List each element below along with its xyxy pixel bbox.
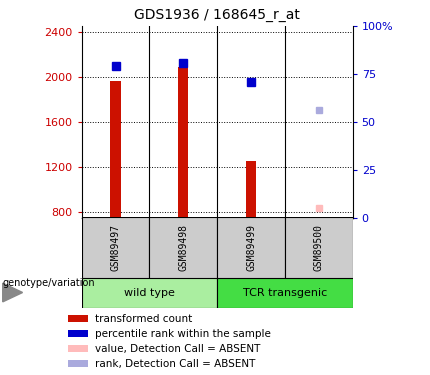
Text: transformed count: transformed count: [95, 314, 193, 324]
Text: TCR transgenic: TCR transgenic: [243, 288, 327, 297]
Text: GSM89500: GSM89500: [314, 224, 324, 271]
Bar: [68, 315, 88, 322]
Bar: [217, 278, 353, 308]
Text: wild type: wild type: [124, 288, 175, 297]
Text: GSM89499: GSM89499: [246, 224, 256, 271]
Bar: [68, 330, 88, 338]
Bar: [68, 345, 88, 352]
Text: value, Detection Call = ABSENT: value, Detection Call = ABSENT: [95, 344, 261, 354]
Bar: [178, 67, 188, 218]
Text: rank, Detection Call = ABSENT: rank, Detection Call = ABSENT: [95, 359, 256, 369]
Bar: [82, 217, 150, 278]
Text: GSM89497: GSM89497: [111, 224, 120, 271]
Polygon shape: [3, 283, 22, 302]
Bar: [246, 161, 256, 218]
Bar: [285, 217, 353, 278]
Text: percentile rank within the sample: percentile rank within the sample: [95, 329, 271, 339]
Bar: [68, 360, 88, 368]
Bar: [82, 278, 217, 308]
Title: GDS1936 / 168645_r_at: GDS1936 / 168645_r_at: [134, 9, 300, 22]
Bar: [111, 81, 121, 218]
Text: GSM89498: GSM89498: [178, 224, 188, 271]
Bar: [150, 217, 217, 278]
Bar: [217, 217, 285, 278]
Text: genotype/variation: genotype/variation: [3, 278, 95, 288]
